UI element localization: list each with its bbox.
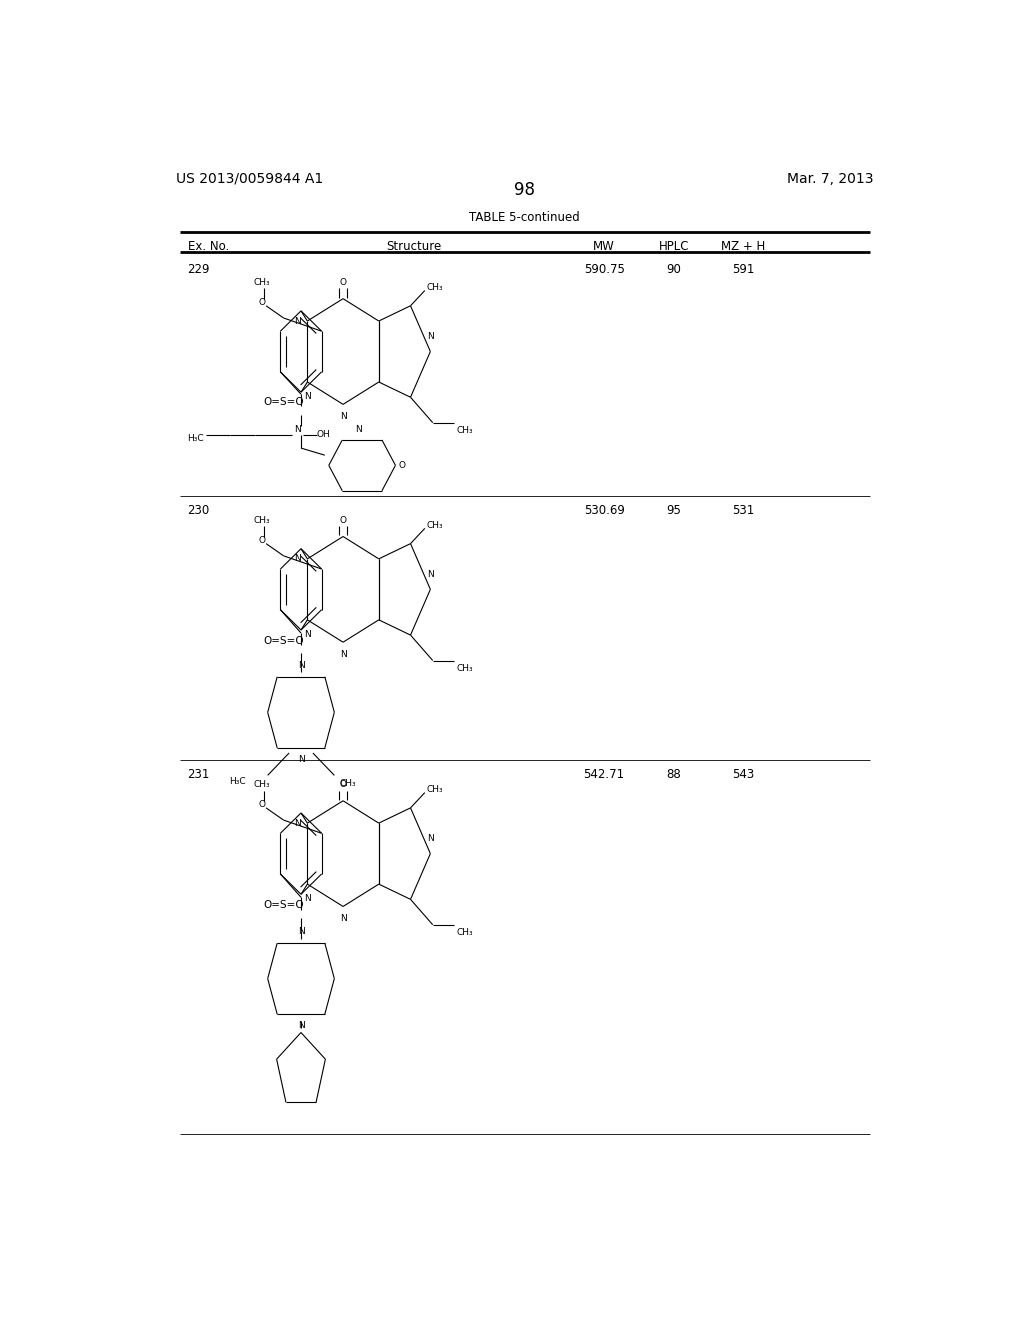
Text: N: N bbox=[304, 392, 310, 401]
Text: Mar. 7, 2013: Mar. 7, 2013 bbox=[787, 172, 873, 186]
Text: 95: 95 bbox=[667, 504, 681, 517]
Text: O: O bbox=[259, 298, 266, 308]
Text: O: O bbox=[340, 780, 346, 789]
Text: N: N bbox=[298, 661, 304, 671]
Text: OH: OH bbox=[316, 430, 331, 440]
Text: N: N bbox=[298, 928, 304, 936]
Text: 543: 543 bbox=[732, 768, 754, 781]
Text: N: N bbox=[294, 425, 300, 434]
Text: 98: 98 bbox=[514, 181, 536, 199]
Text: O=S=O: O=S=O bbox=[263, 636, 303, 647]
Text: 530.69: 530.69 bbox=[584, 504, 625, 517]
Text: N: N bbox=[304, 894, 310, 903]
Text: N: N bbox=[427, 834, 434, 843]
Text: O: O bbox=[340, 279, 346, 286]
Text: O=S=O: O=S=O bbox=[263, 397, 303, 408]
Text: N: N bbox=[298, 1020, 304, 1030]
Text: MW: MW bbox=[593, 240, 615, 252]
Text: Structure: Structure bbox=[386, 240, 441, 252]
Text: 230: 230 bbox=[187, 504, 210, 517]
Text: CH₃: CH₃ bbox=[253, 780, 270, 789]
Text: CH₃: CH₃ bbox=[457, 664, 473, 673]
Text: 542.71: 542.71 bbox=[584, 768, 625, 781]
Text: N: N bbox=[340, 915, 346, 923]
Text: CH₃: CH₃ bbox=[339, 779, 355, 788]
Text: 229: 229 bbox=[187, 263, 210, 276]
Text: CH₃: CH₃ bbox=[426, 282, 443, 292]
Text: H₃C: H₃C bbox=[187, 434, 204, 444]
Text: CH₃: CH₃ bbox=[253, 516, 270, 525]
Text: 90: 90 bbox=[667, 263, 681, 276]
Text: N: N bbox=[427, 331, 434, 341]
Text: CH₃: CH₃ bbox=[457, 426, 473, 436]
Text: N: N bbox=[295, 818, 301, 828]
Text: N: N bbox=[340, 412, 346, 421]
Text: 531: 531 bbox=[732, 504, 754, 517]
Text: TABLE 5-continued: TABLE 5-continued bbox=[469, 211, 581, 224]
Text: 591: 591 bbox=[732, 263, 755, 276]
Text: CH₃: CH₃ bbox=[457, 928, 473, 937]
Text: O: O bbox=[259, 536, 266, 545]
Text: HPLC: HPLC bbox=[658, 240, 689, 252]
Text: MZ + H: MZ + H bbox=[721, 240, 765, 252]
Text: 88: 88 bbox=[667, 768, 681, 781]
Text: Ex. No.: Ex. No. bbox=[187, 240, 228, 252]
Text: N: N bbox=[427, 570, 434, 578]
Text: N: N bbox=[295, 554, 301, 564]
Text: H₃C: H₃C bbox=[229, 777, 246, 785]
Text: US 2013/0059844 A1: US 2013/0059844 A1 bbox=[176, 172, 323, 186]
Text: N: N bbox=[340, 649, 346, 659]
Text: O: O bbox=[259, 800, 266, 809]
Text: O: O bbox=[340, 516, 346, 525]
Text: N: N bbox=[354, 425, 361, 434]
Text: CH₃: CH₃ bbox=[253, 279, 270, 286]
Text: N: N bbox=[304, 630, 310, 639]
Text: 590.75: 590.75 bbox=[584, 263, 625, 276]
Text: O=S=O: O=S=O bbox=[263, 900, 303, 911]
Text: N: N bbox=[298, 755, 304, 763]
Text: 231: 231 bbox=[187, 768, 210, 781]
Text: O: O bbox=[398, 461, 406, 470]
Text: CH₃: CH₃ bbox=[426, 521, 443, 529]
Text: N: N bbox=[295, 317, 301, 326]
Text: CH₃: CH₃ bbox=[426, 785, 443, 795]
